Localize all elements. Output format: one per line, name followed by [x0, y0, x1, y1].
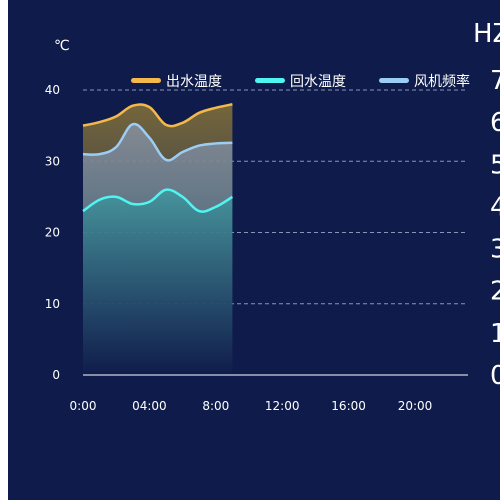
- left-tick-label: 30: [45, 154, 60, 168]
- series-line: [82, 188, 234, 213]
- legend-item[interactable]: 风机频率: [379, 73, 470, 90]
- legend-item[interactable]: 回水温度: [255, 74, 346, 90]
- x-tick-label: 04:00: [132, 399, 167, 413]
- right-axis-ticks: 0 1 2 3 4 5 6 7: [490, 66, 500, 391]
- legend-label: 风机频率: [414, 73, 470, 90]
- right-tick-label: 2: [490, 277, 500, 307]
- left-tick-label: 10: [45, 297, 60, 311]
- left-tick-label: 20: [45, 226, 60, 240]
- right-tick-label: 3: [490, 235, 500, 265]
- right-tick-label: 1: [490, 319, 500, 349]
- left-axis-unit: ℃: [54, 38, 70, 54]
- x-tick-label: 20:00: [398, 399, 433, 413]
- right-axis-unit: HZ: [473, 19, 500, 49]
- series-areas: [83, 104, 233, 375]
- right-tick-label: 5: [490, 150, 500, 180]
- left-axis-ticks: 0 10 20 30 40: [45, 83, 60, 382]
- series-lines: [82, 103, 234, 213]
- x-tick-label: 16:00: [331, 399, 366, 413]
- x-axis-ticks: 0:00 04:00 8:00 12:00 16:00 20:00: [70, 399, 433, 413]
- x-tick-label: 12:00: [265, 399, 300, 413]
- right-tick-label: 7: [490, 66, 500, 96]
- right-tick-label: 0: [490, 361, 500, 391]
- left-tick-label: 40: [45, 83, 60, 97]
- right-tick-label: 4: [490, 192, 500, 222]
- legend-swatch: [255, 78, 285, 83]
- series-area: [83, 189, 233, 375]
- series-line: [82, 103, 233, 128]
- series-line: [82, 122, 233, 162]
- legend-swatch: [131, 78, 161, 83]
- legend-item[interactable]: 出水温度: [131, 74, 222, 90]
- legend-swatch: [379, 78, 409, 83]
- right-tick-label: 6: [490, 108, 500, 138]
- legend-label: 出水温度: [166, 74, 222, 90]
- legend[interactable]: 出水温度 回水温度 风机频率: [131, 73, 470, 90]
- series-area: [83, 123, 233, 212]
- left-tick-label: 0: [52, 368, 60, 382]
- legend-label: 回水温度: [290, 74, 346, 90]
- x-tick-label: 8:00: [202, 399, 229, 413]
- x-tick-label: 0:00: [70, 399, 97, 413]
